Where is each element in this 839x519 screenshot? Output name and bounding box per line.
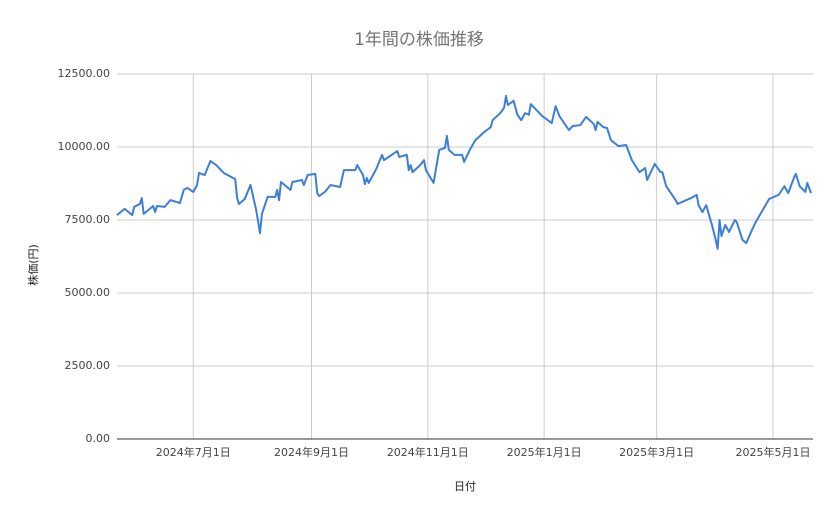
price-line (116, 94, 813, 250)
y-tick-label: 7500.00 (65, 213, 111, 226)
y-tick-label: 10000.00 (58, 140, 111, 153)
chart-title: 1年間の株価推移 (354, 30, 484, 50)
x-axis-title: 日付 (454, 480, 476, 493)
x-tick-label: 2025年5月1日 (735, 445, 810, 459)
x-tick-label: 2025年1月1日 (507, 445, 582, 459)
x-tick-label: 2024年9月1日 (274, 445, 349, 459)
y-tick-label: 12500.00 (58, 67, 111, 80)
y-tick-label: 0.00 (86, 432, 111, 445)
y-tick-label: 2500.00 (65, 359, 111, 372)
x-tick-label: 2024年11月1日 (387, 445, 469, 459)
x-tick-label: 2025年3月1日 (619, 445, 694, 459)
x-tick-label: 2024年7月1日 (156, 445, 231, 459)
y-tick-label: 5000.00 (65, 286, 111, 299)
y-axis-title: 株価(円) (26, 244, 40, 286)
